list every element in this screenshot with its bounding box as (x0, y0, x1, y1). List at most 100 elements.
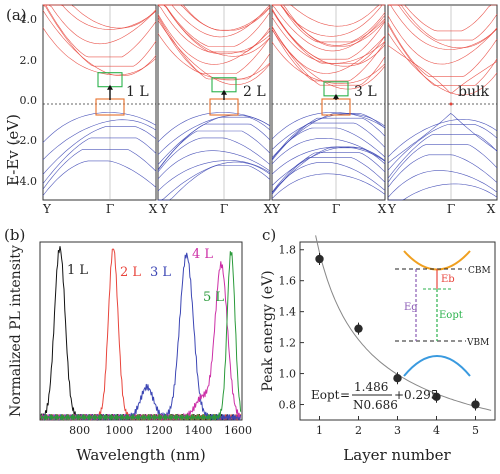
conduction-band (271, 26, 386, 86)
conduction-band (388, 4, 497, 32)
conduction-band (157, 15, 271, 80)
conduction-band (271, 29, 386, 90)
valence-band (42, 112, 157, 143)
valence-band (387, 113, 498, 164)
x-tick-label: 2 (355, 424, 362, 437)
valence-band (157, 150, 271, 180)
fit-curve (315, 235, 492, 411)
data-point (315, 254, 324, 264)
data-point (471, 400, 480, 409)
formula-eq: = (340, 388, 350, 402)
vbm-curve (403, 355, 471, 377)
vbm-label: VBM (466, 338, 489, 348)
valence-band (271, 152, 386, 195)
conduction-band (388, 4, 498, 49)
valence-band (158, 165, 271, 201)
valence-band (271, 146, 386, 175)
data-point (354, 324, 363, 333)
x-tick-label: 1400 (184, 424, 212, 437)
valence-band (157, 130, 271, 171)
ytick-label: 0.0 (20, 94, 38, 107)
valence-band (387, 119, 498, 158)
x-tick-label: 1000 (105, 424, 133, 437)
xtick-x: X (487, 202, 496, 216)
conduction-band (157, 13, 271, 65)
pl-spectra-plot: 800 1000 1200 1400 1600 (40, 246, 252, 437)
conduction-band (43, 4, 157, 45)
conduction-band (387, 15, 498, 65)
legend-5l: 5 L (203, 290, 224, 305)
ytick-label: 2.0 (20, 54, 38, 67)
pl-spectrum-4l (40, 261, 241, 422)
valence-band (271, 138, 386, 165)
band-touch-point (449, 102, 453, 106)
gap-arrowhead (333, 93, 339, 99)
eopt-label: Eopt (439, 310, 463, 321)
conduction-band (388, 4, 498, 41)
legend-2l: 2 L (120, 265, 141, 280)
valence-band (271, 147, 386, 194)
x-tick-label: 5 (472, 424, 479, 437)
cbm-curve (403, 250, 471, 271)
conduction-band (387, 4, 498, 50)
conduction-band (42, 4, 157, 67)
xtick-gamma: Γ (220, 202, 228, 216)
conduction-band (272, 4, 385, 27)
gap-arrowhead (107, 84, 113, 90)
gap-arrowhead (221, 89, 227, 95)
valence-band (157, 137, 271, 173)
xtick-gamma: Γ (447, 202, 455, 216)
valence-band (271, 162, 386, 193)
band-panel-frame (271, 4, 386, 201)
xtick-gamma: Γ (332, 202, 340, 216)
conduction-band (42, 10, 157, 76)
conduction-band (271, 8, 386, 67)
x-tick-label: 1200 (145, 424, 173, 437)
data-point (393, 374, 402, 383)
y-tick-label: 1.8 (279, 244, 297, 257)
x-tick-label: 800 (69, 424, 90, 437)
valence-band (387, 134, 498, 179)
valence-band (42, 119, 157, 161)
cbm-label: CBM (468, 266, 491, 276)
xtick-x: X (378, 202, 387, 216)
valence-band (271, 117, 386, 161)
xtick-y: Y (159, 202, 169, 216)
band-panel-frame (157, 4, 271, 201)
panel-a-yticks: 4.0 2.0 0.0 -2.0 -4.0 (16, 13, 37, 188)
conduction-band (271, 8, 386, 64)
conduction-band (387, 32, 498, 96)
eg-label: Eg (404, 302, 418, 313)
plot-c-xlabel: Layer number (343, 446, 451, 464)
formula-numerator: 1.486 (354, 380, 388, 394)
valence-band (271, 127, 386, 160)
valence-band (157, 116, 271, 165)
y-tick-label: 1.6 (279, 275, 297, 288)
conduction-band (387, 22, 498, 77)
y-tick-label: 0.8 (279, 399, 297, 412)
valence-band (271, 112, 386, 140)
valence-band (271, 113, 386, 150)
conduction-band (158, 4, 271, 57)
conduction-band (158, 4, 271, 53)
subpanel-label-2l: 2 L (243, 84, 266, 100)
conduction-band (157, 4, 271, 55)
xtick-y: Y (271, 202, 281, 216)
conduction-band (271, 26, 386, 74)
panel-b-label: (b) (4, 226, 25, 244)
valence-band (387, 170, 498, 198)
y-tick-label: 1.2 (279, 337, 297, 350)
valence-band (388, 183, 498, 201)
conduction-band (158, 4, 271, 31)
formula-tail: +0.295 (394, 388, 438, 402)
band-edge-inset: CBM VBM Eb Eg Eopt (395, 250, 491, 377)
conduction-band (271, 28, 386, 82)
band-structure-panels (42, 4, 498, 201)
conduction-band (272, 4, 385, 37)
subpanel-label-3l: 3 L (354, 84, 377, 100)
conduction-band (271, 41, 386, 85)
formula-lhs: Eopt (311, 388, 340, 402)
valence-band (42, 160, 157, 196)
valence-band (387, 144, 498, 183)
